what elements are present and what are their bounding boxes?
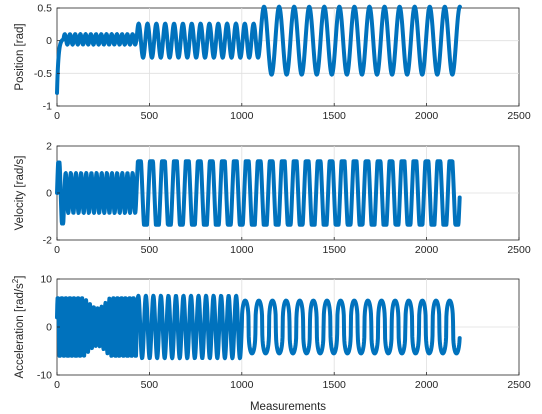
y-axis-label-main: Acceleration [rad/s	[14, 283, 26, 378]
x-tick-labels: 0 500 1000 1500 2000 2500	[54, 103, 531, 122]
y-tick-label: -1	[43, 101, 52, 113]
y-axis-label: Position [rad]	[14, 23, 26, 90]
data-series-0	[55, 293, 462, 361]
x-tick-label: 1500	[323, 244, 347, 256]
x-tick-label: 1000	[230, 110, 254, 122]
subplot-velocity: 0 500 1000 1500 2000 2500 -202 Velocity [rad/…	[14, 141, 531, 257]
x-tick-label: 2500	[507, 379, 531, 391]
x-axis-label: Measurements	[250, 401, 326, 413]
x-tick-label: 0	[54, 110, 60, 122]
y-tick-label: 0	[46, 188, 52, 200]
series-layer	[55, 159, 462, 227]
x-tick-label: 500	[141, 244, 159, 256]
y-tick-label: -0.5	[34, 68, 52, 80]
x-tick-label: 1000	[230, 244, 254, 256]
x-tick-label: 1500	[323, 379, 347, 391]
y-axis-label-end: ]	[14, 276, 26, 279]
x-tick-labels: 0 500 1000 1500 2000 2500	[54, 237, 531, 256]
y-tick-labels: -1 -0.5 0 0.5	[34, 3, 60, 113]
x-tick-label: 2000	[415, 379, 439, 391]
x-tick-label: 0	[54, 244, 60, 256]
y-tick-label: -10	[37, 370, 52, 382]
y-tick-label: -2	[43, 235, 52, 247]
x-tick-label: 1000	[230, 379, 254, 391]
y-tick-labels: -2 0 2	[43, 141, 60, 247]
y-tick-label: 10	[40, 274, 52, 286]
data-series-0	[55, 159, 462, 227]
x-tick-label: 2500	[507, 110, 531, 122]
y-axis-label: Acceleration [rad/s2]	[11, 276, 26, 379]
subplot-position: 0 500 1000 1500 2000 2500 -1 -0.5 0 0.5 Position…	[14, 3, 531, 123]
x-tick-label: 2000	[415, 244, 439, 256]
series-layer	[55, 293, 462, 361]
y-tick-label: 0	[46, 35, 52, 47]
data-series-0	[55, 4, 462, 95]
y-axis-label: Velocity [rad/s]	[14, 156, 26, 231]
x-tick-label: 500	[141, 379, 159, 391]
series-layer	[55, 4, 462, 95]
y-tick-label: 2	[46, 141, 52, 153]
y-tick-labels: -10 0 10	[37, 274, 60, 382]
x-tick-label: 0	[54, 379, 60, 391]
x-tick-label: 1500	[323, 110, 347, 122]
y-axis-label-superscript: 2	[11, 278, 20, 283]
x-tick-labels: 0 500 1000 1500 2000 2500	[54, 372, 531, 391]
y-tick-label: 0.5	[37, 3, 52, 15]
x-tick-label: 2500	[507, 244, 531, 256]
x-tick-label: 2000	[415, 110, 439, 122]
y-tick-label: 0	[46, 322, 52, 334]
x-tick-label: 500	[141, 110, 159, 122]
